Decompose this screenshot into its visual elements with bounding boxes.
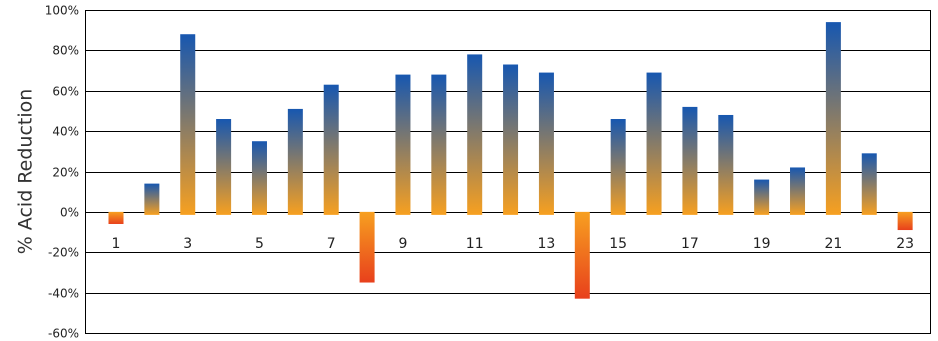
x-tick-label: 5 — [255, 236, 264, 252]
y-tick-label: -60% — [48, 327, 79, 341]
bar-19 — [754, 179, 770, 215]
bar-15 — [610, 119, 626, 215]
x-tick-label: 15 — [609, 236, 627, 252]
y-tick-label: 60% — [52, 85, 79, 99]
bar-4 — [216, 119, 232, 215]
y-axis-label: % Acid Reduction — [15, 89, 37, 255]
x-tick-label: 9 — [398, 236, 407, 252]
x-tick-labels: 1 3 5 7 9 11 13 15 17 19 21 23 — [112, 236, 915, 252]
bar-23 — [897, 211, 913, 231]
bar-9 — [395, 74, 411, 215]
x-tick-label: 21 — [824, 236, 842, 252]
x-tick-label: 19 — [753, 236, 771, 252]
bar-1 — [108, 211, 124, 224]
bar-16 — [646, 72, 662, 215]
x-tick-label: 3 — [183, 236, 192, 252]
y-tick-label: 40% — [52, 125, 79, 139]
bar-11 — [467, 54, 483, 215]
plot-frame — [85, 10, 931, 334]
y-tick-label: -40% — [48, 287, 79, 301]
bar-14 — [574, 211, 590, 299]
y-tick-label: 80% — [52, 44, 79, 58]
bar-12 — [503, 64, 519, 215]
x-tick-label: 7 — [327, 236, 336, 252]
bar-6 — [287, 108, 303, 215]
y-tick-label: 100% — [45, 4, 79, 18]
bar-3 — [180, 34, 196, 215]
y-tick-labels: 100% 80% 60% 40% 20% 0% -20% -40% -60% — [45, 4, 79, 341]
bars — [108, 22, 913, 299]
y-tick-label: 0% — [60, 206, 79, 220]
bar-2 — [144, 183, 160, 215]
bar-13 — [538, 72, 554, 215]
bar-5 — [251, 141, 267, 215]
bar-7 — [323, 84, 339, 215]
bar-10 — [431, 74, 447, 215]
bar-8 — [359, 211, 375, 283]
x-tick-label: 11 — [466, 236, 484, 252]
x-tick-label: 23 — [896, 236, 914, 252]
x-tick-label: 13 — [538, 236, 556, 252]
x-tick-label: 17 — [681, 236, 699, 252]
bar-17 — [682, 106, 698, 215]
bar-21 — [825, 22, 841, 215]
bar-20 — [790, 167, 806, 215]
y-tick-label: -20% — [48, 246, 79, 260]
x-tick-label: 1 — [112, 236, 121, 252]
bar-18 — [718, 114, 734, 215]
bar-22 — [861, 153, 877, 215]
y-tick-label: 20% — [52, 166, 79, 180]
